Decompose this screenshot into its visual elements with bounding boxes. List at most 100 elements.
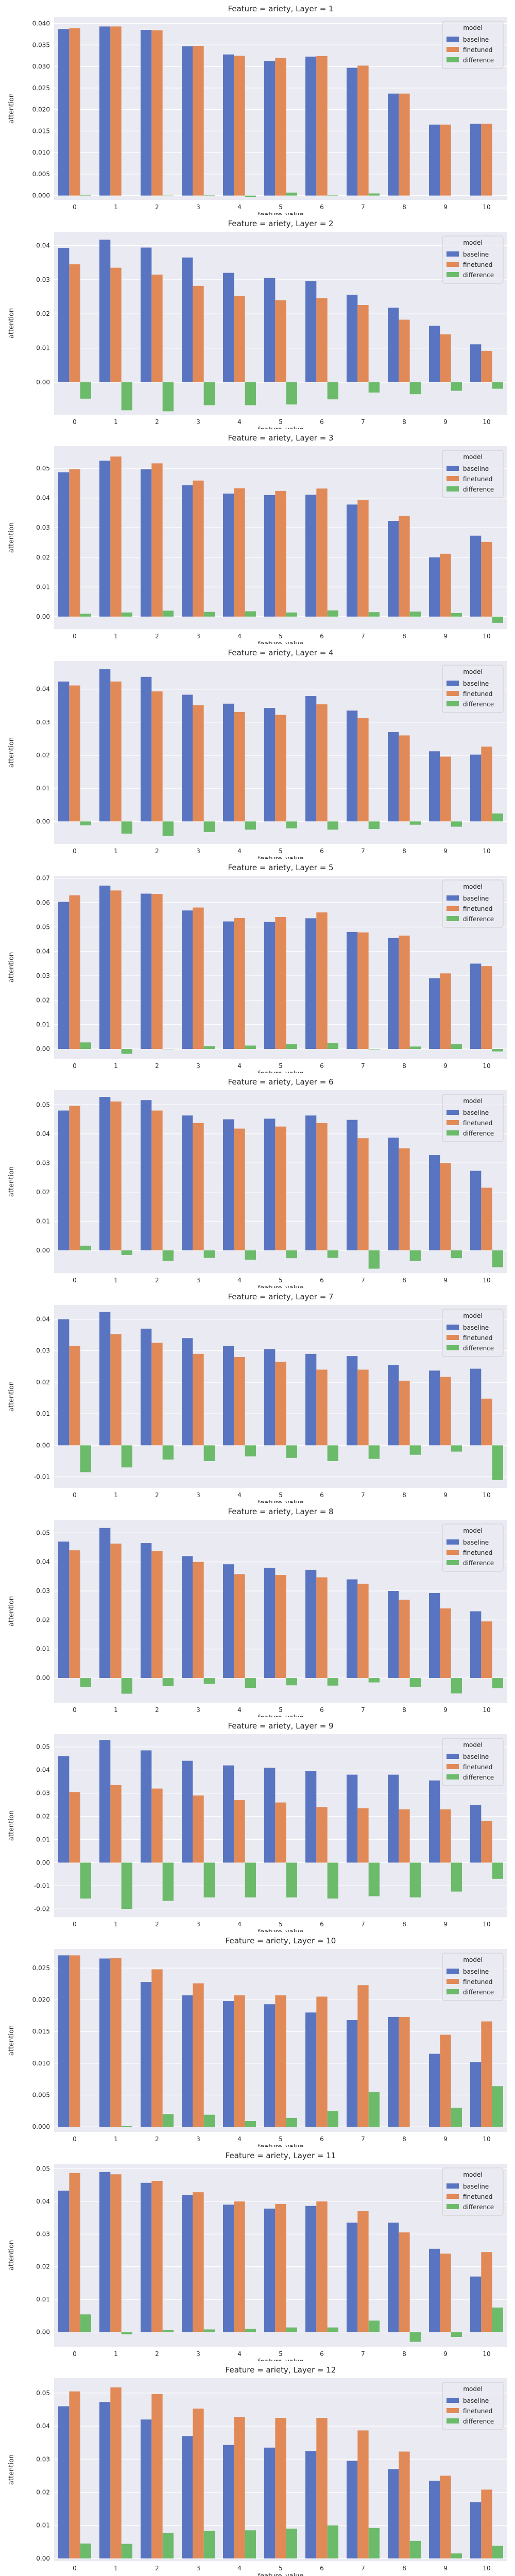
bar-difference — [409, 821, 421, 825]
bar-baseline — [346, 2020, 358, 2127]
legend: model baseline finetuned difference — [442, 21, 504, 69]
bar-finetuned — [399, 2451, 410, 2559]
bar-finetuned — [481, 965, 492, 1049]
bar-baseline — [58, 472, 70, 617]
bar-difference — [203, 2114, 215, 2127]
y-tick-label: 0.05 — [36, 1101, 50, 1109]
y-tick-label: 0.03 — [36, 2230, 50, 2238]
bar-difference — [121, 382, 133, 411]
bar-finetuned — [69, 685, 80, 822]
x-tick-label: 10 — [483, 1921, 490, 1928]
x-tick-label: 4 — [237, 204, 242, 211]
chart-panel: 0.00 0.01 0.02 0.03 0.04 0.05 0 1 2 3 4 5 6 7 8 9 10 Feat… — [0, 2361, 515, 2576]
x-tick-label: 10 — [483, 418, 490, 426]
bar-baseline — [264, 1768, 276, 1863]
x-tick-label: 5 — [279, 2350, 283, 2358]
chart-svg: -0.01 0.00 0.01 0.02 0.03 0.04 0 1 2 3 4 5 6 7 8 9 10 Fea… — [8, 1292, 507, 1503]
bar-finetuned — [316, 1123, 328, 1251]
bar-finetuned — [316, 56, 328, 196]
x-tick-label: 6 — [320, 2136, 324, 2143]
x-tick-label: 2 — [155, 418, 159, 426]
bar-baseline — [99, 26, 111, 196]
legend-swatch-finetuned — [446, 1120, 459, 1126]
bar-baseline — [387, 938, 399, 1049]
legend-swatch-difference — [446, 57, 459, 62]
x-tick-label: 4 — [237, 2350, 242, 2358]
bar-difference — [327, 382, 338, 399]
bar-difference — [286, 2327, 297, 2332]
chart-title: Feature = ariety, Layer = 3 — [228, 433, 333, 443]
legend-swatch-finetuned — [446, 905, 459, 911]
bar-difference — [327, 1445, 338, 1461]
bar-baseline — [264, 2208, 276, 2332]
y-tick-label: 0.035 — [32, 41, 50, 48]
bar-baseline — [141, 469, 152, 617]
bar-finetuned — [110, 1958, 122, 2127]
legend-swatch-difference — [446, 701, 459, 706]
bar-finetuned — [357, 1369, 369, 1446]
bar-finetuned — [399, 93, 410, 196]
bar-baseline — [223, 2445, 234, 2559]
x-tick-label: 3 — [196, 1062, 200, 1070]
x-tick-label: 7 — [361, 1706, 365, 1714]
x-tick-label: 5 — [279, 1062, 283, 1070]
x-tick-label: 10 — [483, 2136, 490, 2143]
x-tick-label: 2 — [155, 1706, 159, 1714]
x-tick-label: 9 — [443, 204, 448, 211]
bar-baseline — [470, 2276, 482, 2332]
x-tick-label: 4 — [237, 1277, 242, 1284]
chart-title: Feature = ariety, Layer = 6 — [228, 1077, 333, 1087]
bar-baseline — [58, 1541, 70, 1678]
bar-baseline — [182, 46, 193, 196]
bar-finetuned — [357, 304, 369, 382]
legend-label-difference: difference — [463, 1560, 494, 1567]
bar-baseline — [387, 2469, 399, 2559]
bar-finetuned — [316, 1577, 328, 1678]
bar-finetuned — [275, 2418, 286, 2559]
x-tick-label: 6 — [320, 1706, 324, 1714]
bar-difference — [203, 2329, 215, 2332]
y-axis-label: attention — [8, 2025, 15, 2056]
x-axis-label: feature_value — [258, 1714, 304, 1718]
x-axis-label: feature_value — [258, 640, 304, 644]
x-tick-label: 10 — [483, 1706, 490, 1714]
y-tick-label: 0.01 — [36, 1218, 50, 1225]
x-tick-label: 0 — [73, 1921, 77, 1928]
bar-difference — [245, 611, 256, 617]
y-tick-label: 0.04 — [36, 947, 50, 955]
bar-finetuned — [481, 1821, 492, 1863]
bar-finetuned — [481, 124, 492, 196]
legend-label-finetuned: finetuned — [463, 1764, 492, 1771]
bar-finetuned — [193, 45, 204, 196]
bar-finetuned — [481, 747, 492, 822]
bar-baseline — [470, 1368, 482, 1446]
y-tick-label: 0.025 — [32, 84, 50, 92]
chart-title: Feature = ariety, Layer = 9 — [228, 1721, 333, 1731]
chart-panel: -0.01 0.00 0.01 0.02 0.03 0.04 0 1 2 3 4 5 6 7 8 9 10 Fea… — [0, 1288, 515, 1503]
bar-baseline — [58, 1955, 70, 2127]
bar-difference — [162, 1250, 174, 1261]
x-tick-label: 6 — [320, 848, 324, 855]
bar-baseline — [428, 1592, 440, 1678]
legend-box — [442, 450, 504, 498]
bar-baseline — [470, 1611, 482, 1678]
bar-difference — [409, 1862, 421, 1898]
bar-difference — [286, 1677, 297, 1685]
x-tick-label: 2 — [155, 1492, 159, 1499]
legend-swatch-baseline — [446, 1324, 459, 1330]
bar-difference — [492, 2086, 503, 2127]
bar-difference — [286, 1250, 297, 1259]
bar-difference — [80, 1042, 92, 1049]
y-tick-label: 0.04 — [36, 686, 50, 693]
bar-baseline — [305, 1771, 317, 1863]
bar-difference — [245, 1862, 256, 1898]
bar-baseline — [141, 30, 152, 196]
x-tick-label: 10 — [483, 848, 490, 855]
bar-finetuned — [357, 932, 369, 1049]
bar-finetuned — [357, 1583, 369, 1678]
x-tick-label: 5 — [279, 2565, 283, 2572]
bar-finetuned — [193, 285, 204, 382]
x-tick-label: 8 — [402, 1277, 406, 1284]
legend-swatch-difference — [446, 1989, 459, 1994]
x-tick-label: 9 — [443, 418, 448, 426]
